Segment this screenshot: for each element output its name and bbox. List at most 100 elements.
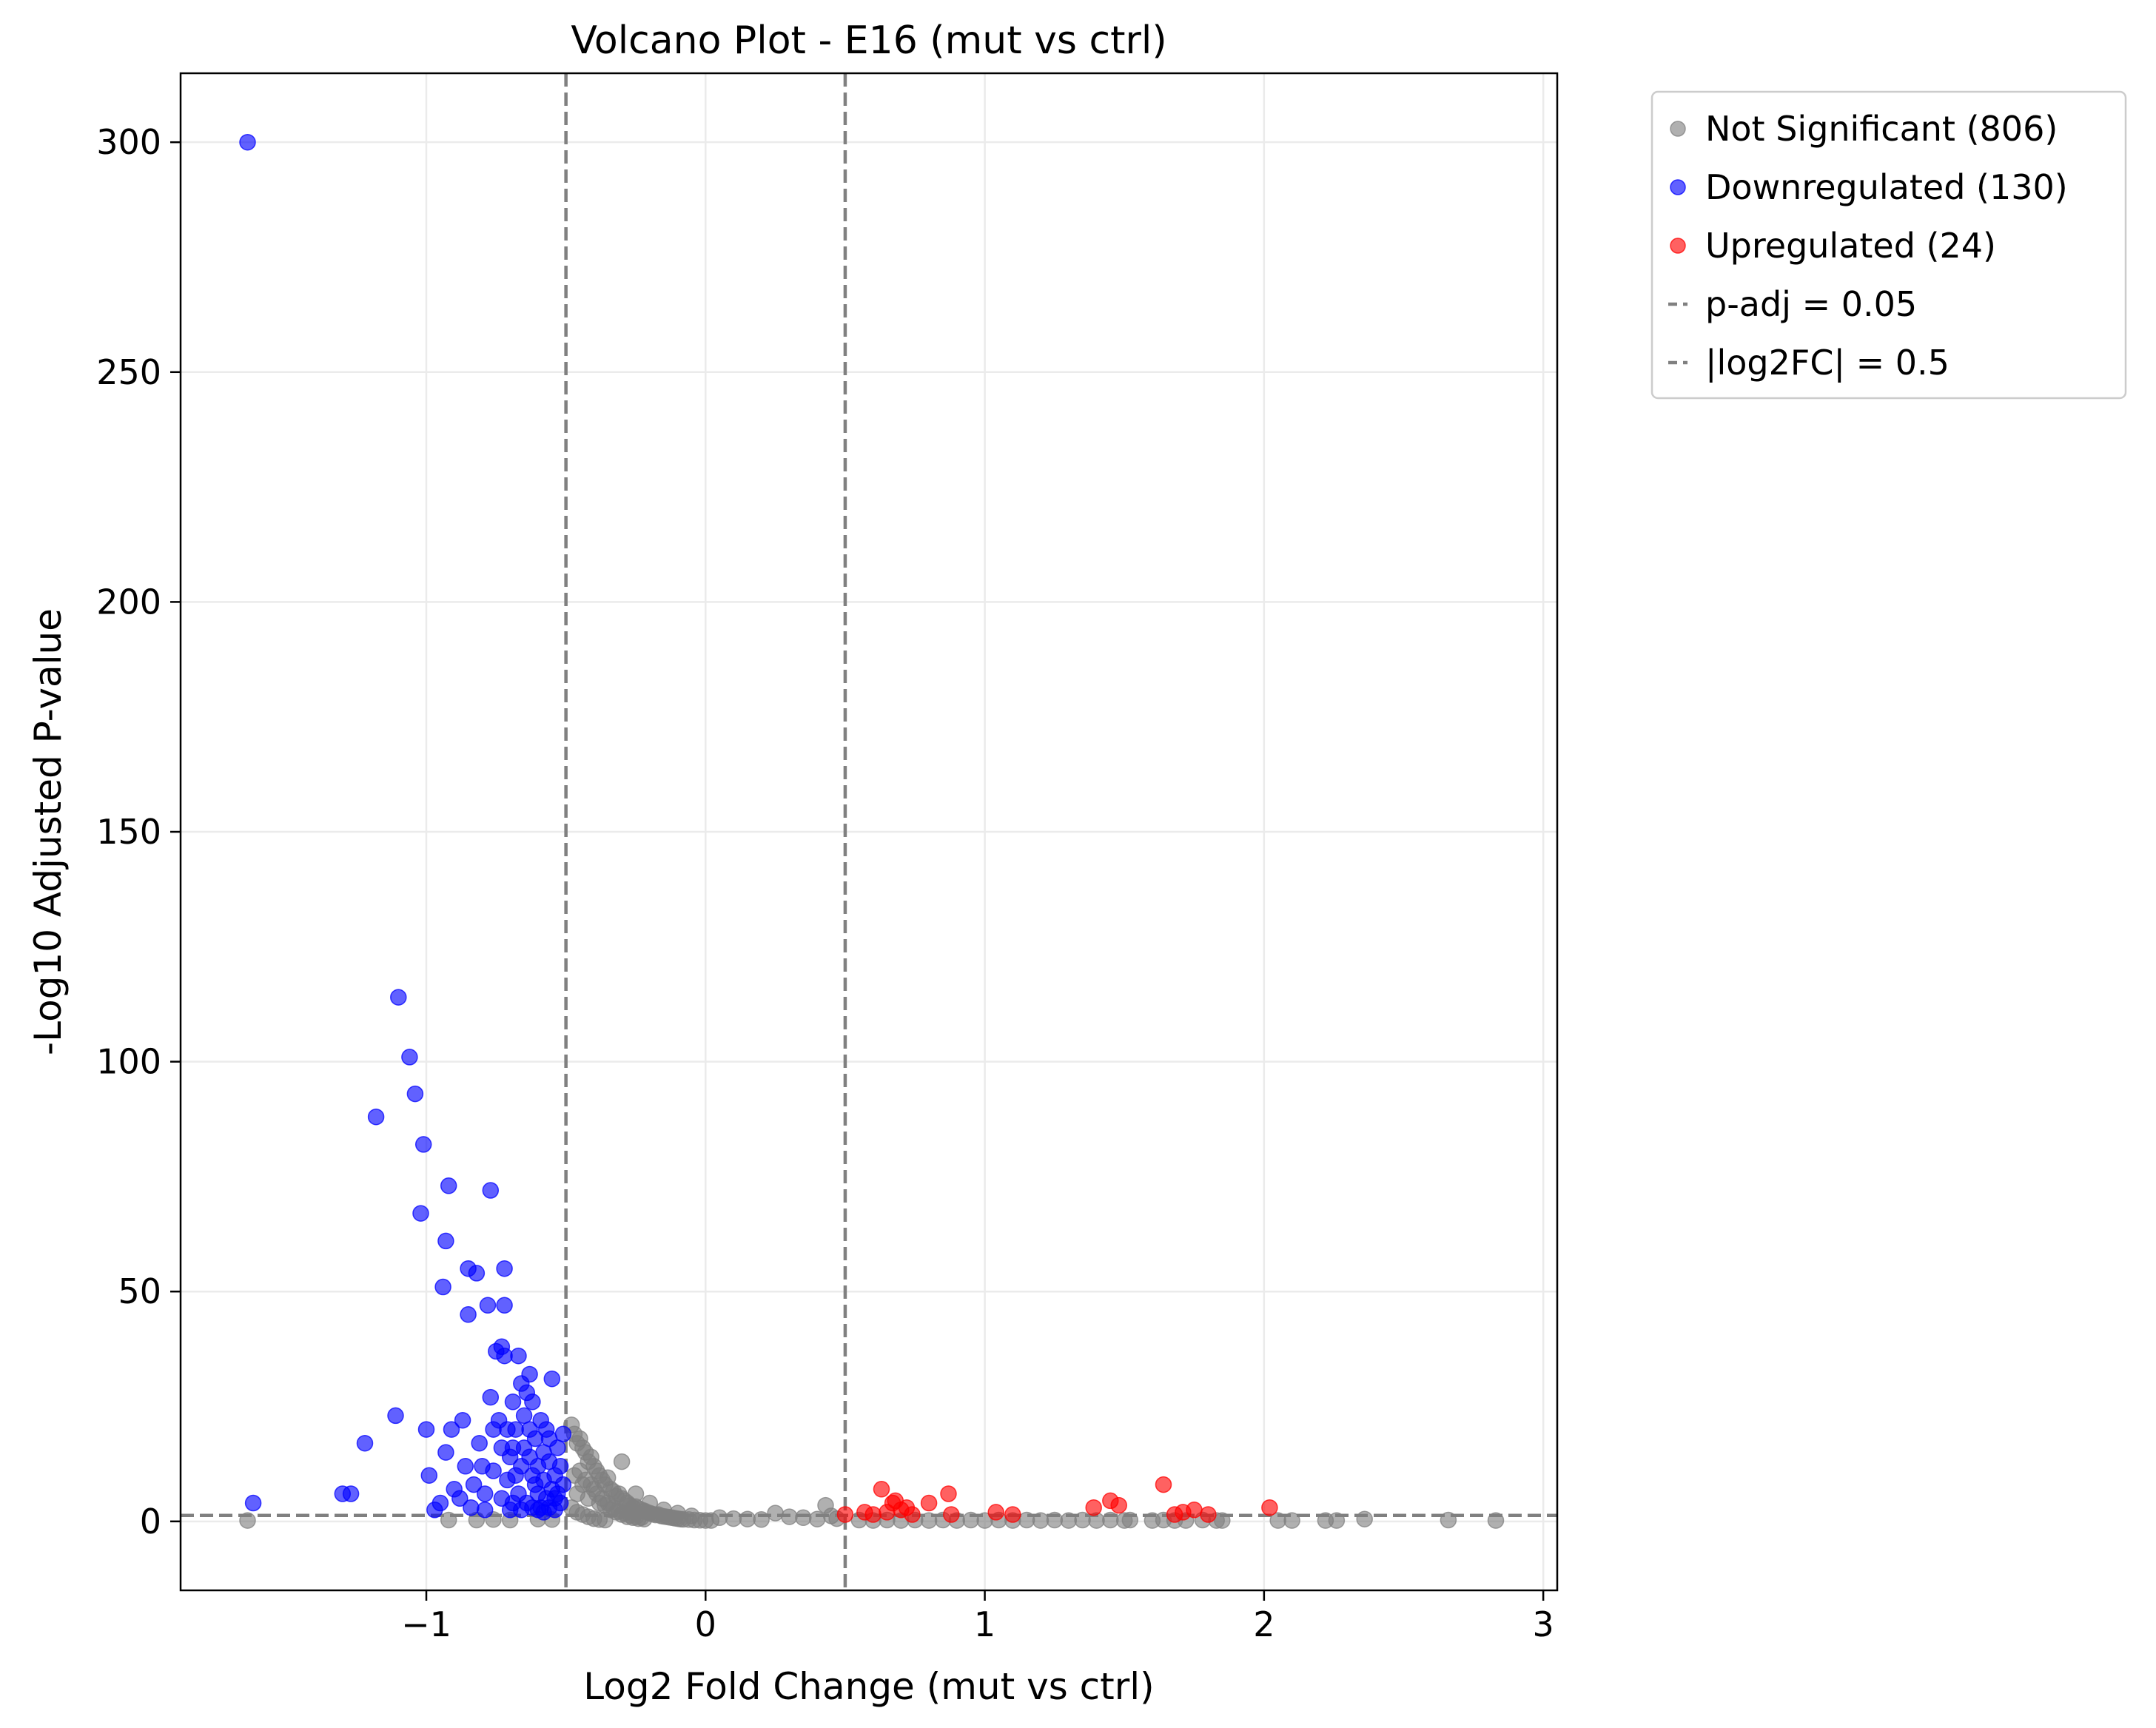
data-point bbox=[1121, 1511, 1139, 1529]
data-point bbox=[367, 1108, 385, 1126]
data-point bbox=[465, 1476, 483, 1493]
data-point bbox=[767, 1505, 784, 1522]
data-point bbox=[781, 1508, 798, 1525]
x-axis-ticks: −1 0 1 2 3 bbox=[401, 1590, 1554, 1644]
data-point bbox=[476, 1502, 494, 1519]
data-point bbox=[753, 1511, 770, 1528]
data-point bbox=[431, 1494, 449, 1512]
data-point bbox=[454, 1411, 471, 1429]
data-point bbox=[1328, 1512, 1346, 1529]
data-point bbox=[496, 1297, 513, 1314]
data-point bbox=[451, 1490, 469, 1507]
data-point bbox=[904, 1506, 921, 1523]
data-point bbox=[244, 1494, 262, 1512]
data-point bbox=[521, 1365, 538, 1383]
data-point bbox=[471, 1434, 488, 1452]
data-point bbox=[1085, 1499, 1102, 1516]
data-point bbox=[496, 1260, 513, 1277]
x-tick-label: 0 bbox=[695, 1604, 716, 1644]
data-point bbox=[943, 1506, 960, 1523]
data-points bbox=[239, 133, 1505, 1529]
data-point bbox=[504, 1394, 522, 1411]
y-tick-label: 0 bbox=[140, 1502, 161, 1542]
data-point bbox=[440, 1177, 457, 1194]
data-point bbox=[485, 1462, 502, 1479]
data-point bbox=[414, 1136, 432, 1153]
data-point bbox=[683, 1507, 700, 1524]
legend: Not Significant (806) Downregulated (130)… bbox=[1650, 90, 2127, 400]
data-point bbox=[940, 1485, 957, 1502]
series-0 bbox=[239, 1416, 1505, 1529]
data-point bbox=[725, 1510, 742, 1527]
legend-label: Not Significant (806) bbox=[1705, 109, 2058, 149]
data-point bbox=[437, 1232, 454, 1250]
legend-marker bbox=[1670, 238, 1686, 254]
x-axis-label: Log2 Fold Change (mut vs ctrl) bbox=[583, 1665, 1154, 1708]
data-point bbox=[597, 1511, 614, 1529]
data-point bbox=[1283, 1512, 1300, 1529]
data-point bbox=[669, 1505, 686, 1522]
data-point bbox=[356, 1434, 374, 1452]
data-point bbox=[440, 1511, 457, 1529]
data-point bbox=[437, 1444, 454, 1461]
data-point bbox=[515, 1407, 533, 1425]
y-tick-label: 50 bbox=[118, 1271, 161, 1311]
data-point bbox=[1214, 1512, 1231, 1529]
data-point bbox=[1356, 1510, 1373, 1527]
series-2 bbox=[836, 1476, 1278, 1523]
legend-label: Upregulated (24) bbox=[1705, 226, 1996, 266]
legend-marker bbox=[1670, 121, 1686, 137]
data-point bbox=[554, 1425, 572, 1443]
x-tick-label: −1 bbox=[401, 1604, 451, 1644]
data-point bbox=[613, 1453, 631, 1470]
data-point bbox=[476, 1485, 494, 1502]
data-point bbox=[1155, 1476, 1172, 1493]
data-point bbox=[387, 1407, 404, 1425]
data-point bbox=[1186, 1502, 1203, 1519]
data-point bbox=[1074, 1511, 1091, 1529]
y-axis-ticks: 0 50 100 150 200 250 300 bbox=[96, 122, 181, 1542]
y-tick-label: 100 bbox=[96, 1042, 161, 1082]
data-point bbox=[239, 1512, 256, 1529]
data-point bbox=[479, 1297, 497, 1314]
data-point bbox=[873, 1481, 890, 1498]
data-point bbox=[627, 1485, 645, 1502]
data-point bbox=[420, 1467, 438, 1484]
x-tick-label: 1 bbox=[974, 1604, 995, 1644]
data-point bbox=[795, 1509, 812, 1527]
data-point bbox=[1440, 1511, 1457, 1529]
data-point bbox=[655, 1502, 672, 1519]
data-point bbox=[641, 1494, 659, 1512]
data-point bbox=[401, 1049, 418, 1066]
data-point bbox=[1200, 1506, 1217, 1523]
data-point bbox=[443, 1421, 460, 1438]
y-axis-label: -Log10 Adjusted P-value bbox=[27, 608, 70, 1055]
data-point bbox=[460, 1306, 477, 1323]
data-point bbox=[549, 1439, 566, 1456]
data-point bbox=[482, 1388, 500, 1406]
x-tick-label: 3 bbox=[1532, 1604, 1554, 1644]
legend-label: Downregulated (130) bbox=[1705, 167, 2068, 207]
legend-box bbox=[1650, 90, 2127, 400]
data-point bbox=[554, 1476, 572, 1493]
data-point bbox=[1018, 1511, 1035, 1529]
data-point bbox=[412, 1205, 429, 1222]
data-point bbox=[739, 1510, 756, 1527]
data-point bbox=[1046, 1511, 1064, 1529]
data-point bbox=[551, 1458, 569, 1475]
data-point bbox=[1102, 1511, 1119, 1529]
legend-marker bbox=[1670, 179, 1686, 195]
data-point bbox=[463, 1499, 480, 1516]
data-point bbox=[406, 1085, 424, 1103]
data-point bbox=[1110, 1496, 1127, 1514]
data-point bbox=[1060, 1512, 1078, 1529]
data-point bbox=[543, 1370, 561, 1388]
data-point bbox=[524, 1394, 541, 1411]
data-point bbox=[1004, 1506, 1021, 1523]
data-point bbox=[468, 1265, 486, 1282]
data-point bbox=[239, 133, 256, 151]
data-point bbox=[434, 1278, 451, 1296]
data-point bbox=[1261, 1499, 1278, 1516]
data-point bbox=[482, 1182, 500, 1199]
